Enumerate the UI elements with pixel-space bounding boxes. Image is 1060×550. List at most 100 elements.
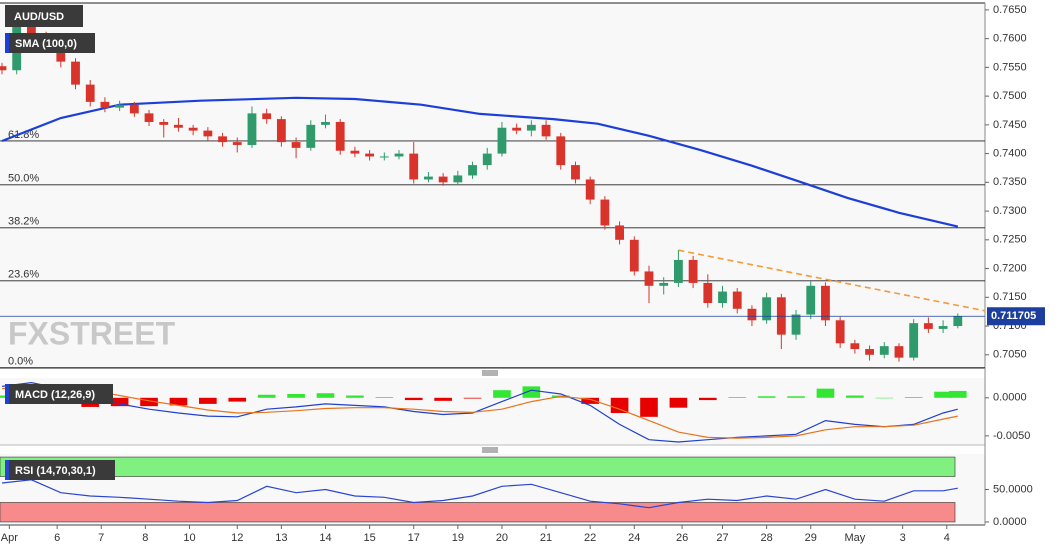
candle-body [688,259,698,283]
histogram-bar [816,388,835,398]
candle-body [379,156,389,158]
x-tick-label: 13 [275,532,287,544]
histogram-bar [375,397,394,398]
legend-label: SMA (100,0) [15,38,77,50]
candle-body [791,314,801,335]
candle-body [159,121,169,125]
candle-body [100,101,110,108]
candle-body [894,346,904,358]
x-tick-label: 8 [142,532,148,544]
fib-label: 23.6% [8,269,39,281]
candle-body [659,282,669,286]
x-tick-label: 7 [98,532,104,544]
x-tick-label: Apr [1,532,18,544]
candle-body [291,142,301,148]
histogram-bar [228,397,247,402]
candle-body [409,153,419,180]
y-tick-label: 0.7600 [993,33,1027,45]
histogram-bar [140,397,158,407]
y-tick-label: -0.0050 [993,430,1030,442]
candle-body [188,127,198,131]
x-tick-label: 21 [540,532,552,544]
macd-panel [0,378,985,445]
histogram-bar [110,397,129,407]
x-tick-label: 12 [231,532,243,544]
signal-line [1,385,958,439]
candle-body [703,282,713,304]
candle-body [938,326,948,329]
sma-line [1,96,959,228]
y-tick-label: 0.0000 [993,516,1027,528]
y-tick-label: 0.0000 [993,392,1027,404]
x-tick-label: 19 [452,532,464,544]
x-tick-label: 29 [805,532,817,544]
x-tick-label: 26 [676,532,688,544]
y-tick-label: 0.7050 [993,349,1027,361]
x-tick-label: May [844,532,865,544]
candle-body [673,259,683,283]
candle-body [365,153,375,157]
fib-label: 61.8% [8,129,39,141]
x-tick-label: 24 [628,532,640,544]
histogram-bar [581,397,599,404]
histogram-bar [346,395,364,398]
candle-body [350,150,360,154]
candle-body [394,153,404,157]
candle-body [718,291,727,304]
y-tick-label: 0.7350 [993,176,1027,188]
histogram-bar [287,393,305,398]
x-tick-label: 27 [716,532,728,544]
trendline [678,249,986,312]
candle-body [953,316,963,327]
histogram-bar [199,397,217,404]
candle-body [762,297,772,321]
histogram-bar [669,397,688,408]
candle-body [335,121,345,151]
candle-body [306,124,316,148]
histogram-bar [934,391,952,398]
histogram-bar [434,397,452,401]
legend-box [5,460,115,480]
x-tick-label: 17 [408,532,420,544]
candle-body [468,165,477,176]
histogram-bar [493,390,511,398]
candle-body [747,308,757,321]
fib-label: 38.2% [8,216,39,228]
candle-body [424,176,433,180]
rsi-line [1,479,958,509]
legend-swatch [5,33,9,53]
candle-body [71,61,80,85]
last-price-box [987,307,1045,326]
candle-body [909,323,919,358]
y-tick-label: 0.7300 [993,205,1027,217]
candle-body [865,349,874,355]
watermark: FXSTREET [8,315,176,351]
candle-body [821,285,830,321]
histogram-bar [169,397,188,406]
y-tick-label: 0.7200 [993,262,1027,274]
legend-swatch [5,384,9,404]
histogram-bar [728,397,747,398]
macd-label: MACD (12,26,9) [15,389,95,401]
y-tick-label: 0.7400 [993,148,1027,160]
x-tick-label: 3 [900,532,906,544]
candle-body [144,113,154,122]
histogram-bar [698,397,717,401]
fib-label: 50.0% [8,173,39,185]
candle-body [203,130,213,137]
histogram-bar [640,397,658,417]
price-panel [0,3,985,368]
candle-body [732,291,742,309]
rsi-zone [0,502,956,523]
candle-body [262,113,272,120]
histogram-bar [846,395,864,398]
candle-body [850,343,860,350]
histogram-bar [787,396,805,398]
x-tick-label: 14 [319,532,331,544]
candle-body [276,119,286,143]
y-tick-label: 0.7250 [993,234,1027,246]
candle-body [541,124,551,137]
symbol-label: AUD/USD [14,11,64,23]
histogram-bar [463,397,482,399]
